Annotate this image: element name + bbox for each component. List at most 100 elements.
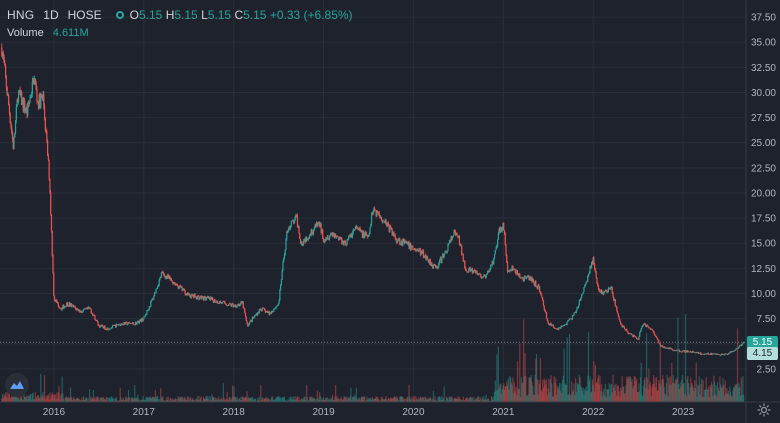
volume-bar [315, 400, 317, 402]
volume-bar [435, 400, 438, 402]
candle-body [519, 277, 522, 278]
price-tick-label: 15.00 [751, 239, 776, 250]
volume-bar [417, 397, 419, 402]
volume-bar [160, 398, 163, 402]
volume-bar [281, 398, 283, 402]
volume-bar [288, 397, 290, 402]
candle-body [691, 350, 694, 353]
candle-body [100, 324, 102, 327]
candle-body [382, 221, 384, 223]
volume-bar [206, 395, 208, 402]
time-axis[interactable]: 2016 2017 2018 2019 2020 2021 2022 2023 [0, 401, 780, 418]
candle-body [480, 276, 483, 279]
volume-bar [580, 386, 582, 402]
volume-bar [344, 396, 346, 402]
volume-bar [419, 396, 422, 402]
volume-bar [498, 388, 500, 402]
volume-bar [656, 390, 658, 402]
candle-body [454, 232, 457, 235]
candle-body [613, 297, 615, 301]
volume-bar [426, 399, 428, 402]
volume-bar [357, 399, 359, 402]
volume-bar [103, 398, 105, 402]
volume-bar [516, 361, 519, 402]
volume-bar [547, 388, 549, 402]
candle-body [642, 325, 644, 327]
symbol-name[interactable]: HNG [7, 8, 35, 22]
candle-body [423, 256, 425, 258]
volume-bar [562, 375, 564, 402]
volume-bar [11, 394, 13, 402]
candle-body [618, 316, 620, 320]
candle-body [294, 216, 296, 221]
volume-bar [166, 400, 169, 402]
candle-body [727, 352, 729, 355]
volume-bar [578, 374, 580, 402]
candle-body [21, 92, 23, 105]
candle-body [463, 260, 465, 262]
volume-bar [86, 400, 88, 402]
volume-bar [82, 396, 85, 402]
gear-icon[interactable] [757, 403, 771, 417]
candle-body [19, 89, 21, 96]
volume-bar [688, 383, 690, 402]
candle-body [41, 96, 43, 99]
candle-body [629, 333, 631, 334]
volume-bar [541, 391, 543, 402]
volume-bar [262, 400, 264, 402]
candle-body [539, 291, 542, 294]
candle-body [85, 308, 87, 310]
volume-bar [186, 396, 189, 402]
volume-bar [542, 387, 545, 402]
candle-body [701, 353, 703, 355]
candle-body [621, 325, 623, 328]
volume-bar [69, 397, 71, 402]
volume-bar [573, 383, 575, 402]
volume-bar [224, 399, 226, 402]
volume-bar [523, 376, 525, 402]
volume-bar [248, 398, 250, 402]
volume-bar [598, 384, 600, 402]
tradingview-logo-icon[interactable] [5, 373, 29, 397]
candle-body [374, 210, 376, 211]
candle-body [656, 337, 658, 340]
volume-bar [46, 397, 48, 402]
candle-body [102, 325, 104, 328]
volume-bar [640, 362, 642, 402]
volume-bar [639, 377, 642, 402]
price-series [1, 43, 745, 356]
candle-body [210, 297, 212, 300]
candle-body [283, 254, 286, 259]
candle-body [319, 224, 321, 227]
interval-label[interactable]: 1D [43, 8, 59, 22]
volume-bar [2, 398, 4, 402]
candle-body [44, 118, 46, 130]
volume-bar [672, 375, 674, 402]
candle-body [500, 227, 502, 233]
candle-body [121, 323, 123, 325]
candle-body [138, 320, 140, 324]
candle-body [707, 352, 710, 355]
volume-bar [30, 394, 32, 402]
candle-body [249, 320, 251, 323]
candle-body [46, 131, 48, 141]
candle-body [658, 340, 660, 344]
candle-body [347, 239, 349, 241]
candle-body [165, 276, 167, 279]
candle-body [500, 227, 503, 232]
volume-bar [70, 396, 72, 402]
price-axis[interactable]: 37.5035.0032.5030.0027.5025.0022.5020.00… [745, 0, 776, 423]
volume-bar [669, 376, 671, 402]
candle-body [728, 352, 730, 354]
volume-bar [594, 365, 597, 402]
candle-body [76, 308, 79, 310]
volume-bar [703, 396, 705, 402]
volume-bar [732, 390, 734, 402]
candle-body [186, 292, 188, 295]
candle-body [153, 292, 156, 297]
volume-bar [4, 395, 6, 402]
candle-body [328, 236, 331, 240]
candle-body [126, 322, 128, 325]
volume-bar [393, 397, 395, 402]
